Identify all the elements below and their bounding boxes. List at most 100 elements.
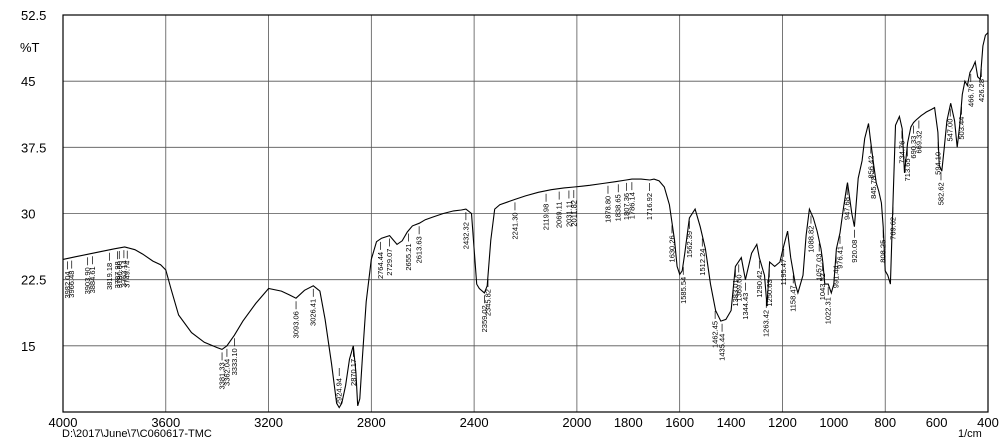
peak-label: 1088.82 <box>806 226 815 253</box>
peak-label: 920.08 <box>850 240 859 263</box>
peak-label: 1195.47 <box>779 259 788 286</box>
peak-label: 3333.10 <box>230 348 239 375</box>
y-tick-label: 22.5 <box>21 273 46 288</box>
peak-label: 547.00 <box>946 119 955 142</box>
peak-label: 690.33 <box>909 136 918 159</box>
peak-label: 3026.41 <box>309 299 318 326</box>
peak-label: 1462.45 <box>711 321 720 348</box>
peak-label: 3763.14 <box>119 260 128 287</box>
peak-label: 1838.65 <box>614 194 623 221</box>
peak-label: 669.32 <box>914 131 923 154</box>
x-axis-unit: 1/cm <box>958 428 982 440</box>
peak-label: 3819.18 <box>105 263 114 290</box>
peak-label: 856.42 <box>866 156 875 179</box>
peak-label: 2764.44 <box>376 252 385 279</box>
x-tick-label: 4000 <box>49 415 78 430</box>
peak-label: 2011.82 <box>569 200 578 227</box>
x-axis-ticks: 4000 3600 3200 2800 2400 2000 1800 1600 1400 1200… <box>49 415 999 430</box>
x-tick-label: 3200 <box>254 415 283 430</box>
peak-label: 769.62 <box>888 217 897 240</box>
peak-label: 1369.60 <box>734 274 743 301</box>
y-tick-label: 45 <box>21 74 35 89</box>
peak-label: 466.78 <box>966 84 975 107</box>
peak-label: 1290.42 <box>755 271 764 298</box>
x-tick-label: 1000 <box>819 415 848 430</box>
peak-label: 1585.54 <box>679 277 688 304</box>
peak-label: 2729.07 <box>385 249 394 276</box>
peak-label: 947.68 <box>843 197 852 220</box>
peak-label: 2241.30 <box>510 212 519 239</box>
peak-label: 1716.92 <box>645 193 654 220</box>
grid-lines <box>62 14 989 412</box>
peak-label: 3381.33 <box>218 362 227 389</box>
y-tick-label: 15 <box>21 339 35 354</box>
peak-label: 582.62 <box>936 182 945 205</box>
peak-label: 426.28 <box>977 79 986 102</box>
peak-label: 2345.82 <box>483 289 492 316</box>
peak-label: 1383.01 <box>731 279 740 306</box>
file-path-footer: D:\2017\June\7\C060617-TMC <box>62 428 212 440</box>
peak-label: 713.65 <box>903 158 912 181</box>
peak-label: 3749.74 <box>123 261 132 288</box>
peak-label: 1807.36 <box>622 193 631 220</box>
x-tick-label: 2400 <box>460 415 489 430</box>
peak-label: 1435.44 <box>718 334 727 361</box>
peak-label: 2069.11 <box>555 202 564 229</box>
peak-label: 503.44 <box>957 117 966 140</box>
peak-label: 2613.63 <box>415 236 424 263</box>
peak-label: 2870.17 <box>349 359 358 386</box>
peak-label: 2031.11 <box>564 200 573 227</box>
peak-label: 3093.06 <box>292 311 301 338</box>
x-tick-label: 1200 <box>768 415 797 430</box>
peak-label: 3903.90 <box>83 267 92 294</box>
x-tick-label: 600 <box>926 415 948 430</box>
peak-label: 1630.26 <box>667 235 676 262</box>
peak-label: 1786.14 <box>627 192 636 219</box>
spectrum-line <box>62 32 989 409</box>
y-tick-label: 52.5 <box>21 8 46 23</box>
peak-label: 2924.94 <box>335 378 344 405</box>
y-axis-ticks: 15 22.5 30 37.5 45 52.5 <box>21 8 46 354</box>
peak-label: 1158.47 <box>789 285 798 312</box>
x-tick-label: 400 <box>977 415 999 430</box>
peak-label: 2432.32 <box>461 222 470 249</box>
peak-label: 3780.60 <box>115 261 124 288</box>
peak-label: 1057.03 <box>815 254 824 281</box>
peak-label: 734.76 <box>897 141 906 164</box>
peak-label: 1250.63 <box>765 279 774 306</box>
peak-label: 808.25 <box>879 240 888 263</box>
x-tick-label: 800 <box>874 415 896 430</box>
peak-label: 1562.39 <box>685 231 694 258</box>
peak-label: 1263.42 <box>762 310 771 337</box>
x-tick-label: 1600 <box>665 415 694 430</box>
peak-label: 991.44 <box>832 265 841 288</box>
peak-label: 594.10 <box>934 152 943 175</box>
x-tick-label: 2800 <box>357 415 386 430</box>
peak-label: 2655.21 <box>404 243 413 270</box>
peak-label: 3982.04 <box>63 271 72 298</box>
peak-label: 2359.02 <box>480 305 489 332</box>
x-tick-label: 2000 <box>562 415 591 430</box>
y-tick-label: 30 <box>21 207 35 222</box>
peak-label: 976.41 <box>836 246 845 269</box>
y-axis-label: %T <box>20 40 40 55</box>
peak-label: 845.78 <box>869 176 878 199</box>
peak-label: 1043.52 <box>818 273 827 300</box>
x-tick-label: 3600 <box>151 415 180 430</box>
plot-frame <box>62 14 989 413</box>
y-tick-label: 37.5 <box>21 140 46 155</box>
peak-label: 3787.98 <box>113 261 122 288</box>
peak-label: 2119.98 <box>542 204 551 231</box>
peak-label: 1512.24 <box>698 249 707 276</box>
peak-label: 3362.04 <box>222 359 231 386</box>
peak-label: 3966.48 <box>67 271 76 298</box>
x-tick-label: 1400 <box>717 415 746 430</box>
peak-label: 1344.43 <box>741 293 750 320</box>
x-tick-label: 1800 <box>614 415 643 430</box>
peak-label: 3884.61 <box>88 266 97 293</box>
peak-label: 1878.80 <box>603 196 612 223</box>
peak-label: 1022.31 <box>824 297 833 324</box>
